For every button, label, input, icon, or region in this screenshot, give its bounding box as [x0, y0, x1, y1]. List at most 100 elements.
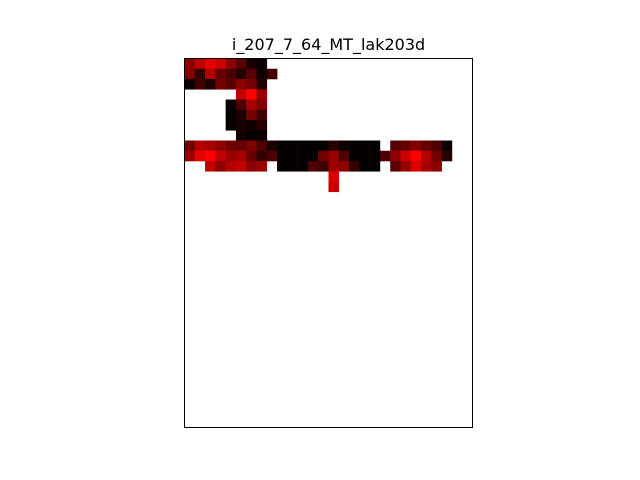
- heatmap-cell: [184, 150, 196, 162]
- heatmap-cell: [318, 161, 329, 172]
- heatmap-cell: [421, 140, 432, 152]
- heatmap-cell: [297, 150, 309, 162]
- heatmap-cell: [205, 68, 216, 80]
- heatmap-cell: [235, 68, 247, 80]
- heatmap-cell: [431, 150, 442, 162]
- heatmap-cell: [256, 161, 268, 172]
- heatmap-cell: [184, 58, 196, 70]
- heatmap-cell: [184, 140, 196, 152]
- heatmap-cell: [256, 140, 268, 152]
- heatmap-cell: [256, 150, 268, 162]
- heatmap-cell: [297, 140, 309, 152]
- heatmap-cell: [421, 150, 432, 162]
- heatmap-cell: [184, 79, 196, 90]
- heatmap-cell: [225, 99, 237, 111]
- heatmap-cell: [307, 150, 319, 162]
- heatmap-cell: [235, 161, 247, 172]
- heatmap-cell: [225, 120, 237, 131]
- heatmap-cell: [266, 140, 278, 152]
- heatmap-cell: [390, 161, 401, 172]
- heatmap-cell: [431, 161, 442, 172]
- heatmap-cell: [246, 130, 257, 141]
- heatmap-cell: [205, 140, 216, 152]
- heatmap-cell: [246, 150, 257, 162]
- heatmap-cell: [287, 150, 298, 162]
- heatmap-cell: [225, 68, 237, 80]
- heatmap-cell: [277, 140, 288, 152]
- heatmap-cell: [225, 161, 237, 172]
- heatmap-cell: [235, 79, 247, 90]
- heatmap-cell: [400, 161, 412, 172]
- heatmap-cell: [379, 150, 391, 162]
- heatmap-cell: [235, 109, 247, 121]
- heatmap-cell: [194, 150, 206, 162]
- heatmap-cell: [359, 161, 370, 172]
- heatmap-cell: [225, 150, 237, 162]
- heatmap-cell: [205, 161, 216, 172]
- heatmap-cell: [328, 171, 340, 182]
- heatmap-cell: [205, 79, 216, 90]
- heatmap-cell: [194, 68, 206, 80]
- heatmap-cell: [215, 79, 226, 90]
- heatmap-cell: [215, 140, 226, 152]
- heatmap-cell: [390, 150, 401, 162]
- heatmap-cell: [246, 140, 257, 152]
- heatmap-cell: [328, 140, 340, 152]
- heatmap-cell: [194, 58, 206, 70]
- heatmap-cell: [256, 79, 268, 90]
- heatmap-cell: [328, 161, 340, 172]
- heatmap-cell: [277, 150, 288, 162]
- heatmap-cell: [256, 58, 268, 70]
- heatmap-cell: [410, 161, 422, 172]
- heatmap-cell: [184, 68, 196, 80]
- heatmap-cell: [400, 150, 412, 162]
- heatmap-cell: [235, 140, 247, 152]
- heatmap-cell: [256, 130, 268, 141]
- heatmap-cell: [421, 161, 432, 172]
- heatmap-cell: [338, 140, 350, 152]
- heatmap-cell: [256, 89, 268, 100]
- heatmap-cell: [235, 99, 247, 111]
- heatmap-cell: [297, 161, 309, 172]
- heatmap-cell: [287, 161, 298, 172]
- heatmap-cell: [235, 58, 247, 70]
- heatmap-cell: [246, 89, 257, 100]
- heatmap-cell: [246, 68, 257, 80]
- heatmap-cell: [307, 140, 319, 152]
- heatmap-cell: [256, 68, 268, 80]
- heatmap-cell: [215, 150, 226, 162]
- heatmap-cell: [328, 150, 340, 162]
- heatmap-cell: [349, 161, 360, 172]
- heatmap-cell: [400, 140, 412, 152]
- heatmap-cell: [215, 161, 226, 172]
- heatmap-cell: [318, 140, 329, 152]
- heatmap-cell: [266, 68, 278, 80]
- heatmap-cell: [215, 58, 226, 70]
- heatmap-cell: [338, 161, 350, 172]
- heatmap-cell: [410, 140, 422, 152]
- heatmap-cell: [349, 150, 360, 162]
- heatmap-cell: [307, 161, 319, 172]
- heatmap-cell: [194, 140, 206, 152]
- heatmap-cell: [359, 150, 370, 162]
- heatmap-cell: [441, 140, 453, 152]
- heatmap-cell: [441, 150, 453, 162]
- plot-frame: [184, 58, 473, 428]
- heatmap-cell: [256, 109, 268, 121]
- heatmap-cell: [225, 58, 237, 70]
- heatmap-cell: [359, 140, 370, 152]
- heatmap-cell: [246, 109, 257, 121]
- heatmap-cell: [225, 79, 237, 90]
- heatmap-cell: [369, 161, 381, 172]
- heatmap-cells: [184, 58, 453, 193]
- heatmap-cell: [318, 150, 329, 162]
- heatmap-cell: [215, 68, 226, 80]
- heatmap-cell: [225, 140, 237, 152]
- heatmap-cell: [277, 161, 288, 172]
- heatmap-cell: [431, 140, 442, 152]
- heatmap-cell: [225, 109, 237, 121]
- heatmap-cell: [246, 120, 257, 131]
- heatmap-cell: [266, 150, 278, 162]
- heatmap-cell: [194, 79, 206, 90]
- chart-title: i_207_7_64_MT_lak203d: [232, 35, 425, 55]
